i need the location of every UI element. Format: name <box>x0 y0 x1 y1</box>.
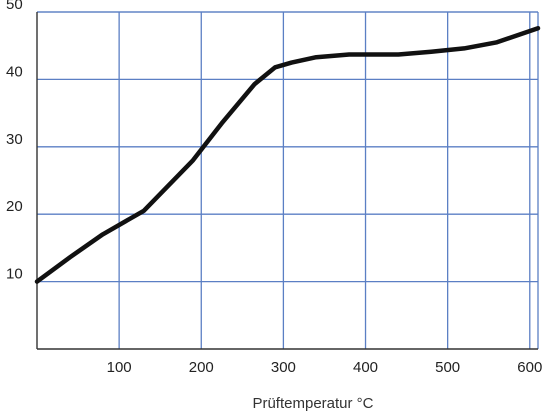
x-tick-label-300: 300 <box>271 359 296 376</box>
y-tick-label-10: 10 <box>6 266 23 283</box>
y-tick-label-50: 50 <box>6 0 23 13</box>
x-tick-label-600: 600 <box>517 359 542 376</box>
x-axis-title: Prüftemperatur °C <box>252 395 373 412</box>
x-tick-label-400: 400 <box>353 359 378 376</box>
x-tick-label-100: 100 <box>107 359 132 376</box>
series-layer <box>34 25 541 284</box>
x-tick-label-500: 500 <box>435 359 460 376</box>
grid <box>37 11 539 349</box>
y-tick-label-30: 30 <box>6 131 23 148</box>
y-tick-label-40: 40 <box>6 63 23 80</box>
tick-labels: 100 200 300 400 500 600 10 20 30 40 50 <box>6 0 542 376</box>
axes <box>36 12 538 350</box>
x-tick-label-200: 200 <box>189 359 214 376</box>
series-line-0 <box>34 25 541 284</box>
y-tick-label-20: 20 <box>6 198 23 215</box>
